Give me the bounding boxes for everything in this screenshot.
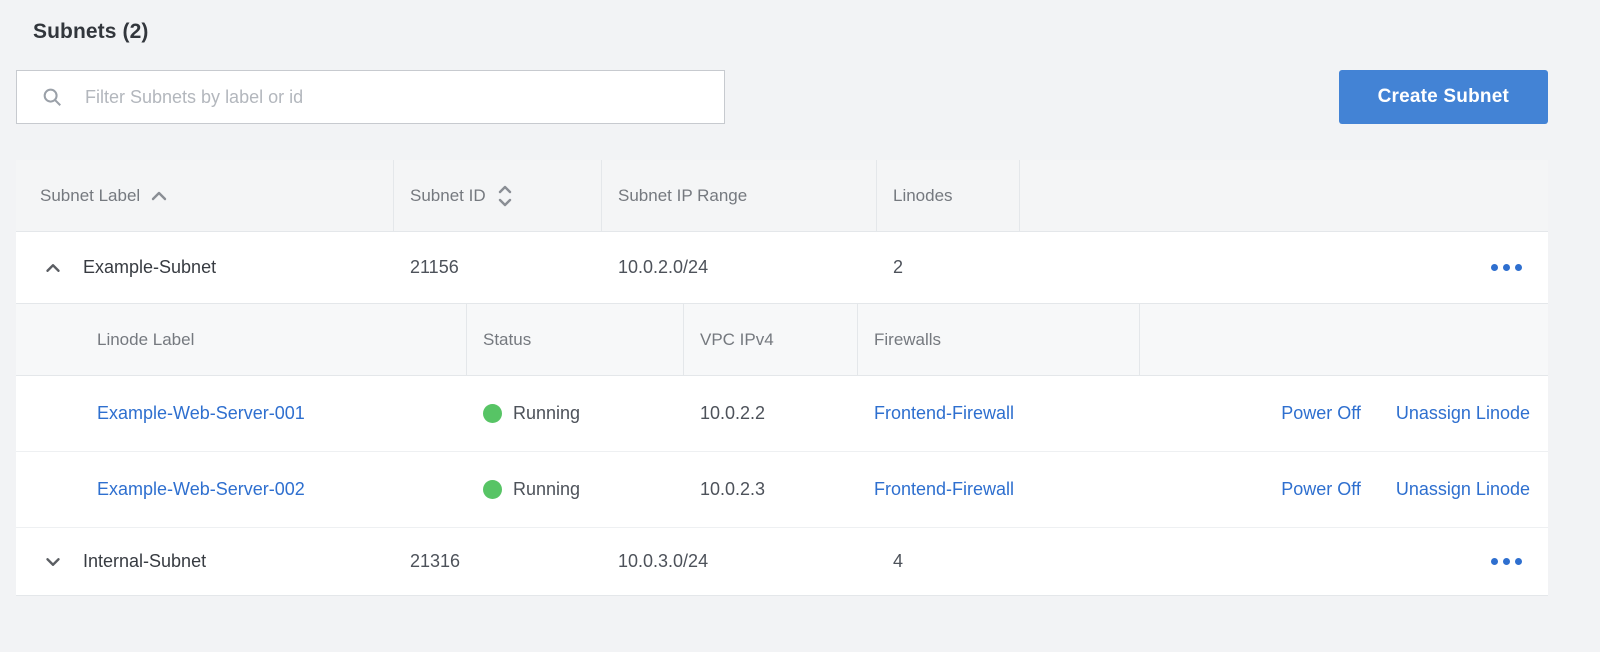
ellipsis-dot: [1491, 264, 1498, 271]
linode-label-cell: Example-Web-Server-002: [16, 479, 467, 500]
linode-status-cell: Running: [467, 403, 684, 424]
status-text: Running: [513, 403, 581, 423]
unassign-linode-link[interactable]: Unassign Linode: [1395, 403, 1530, 423]
column-header-subnet-label[interactable]: Subnet Label: [16, 160, 394, 231]
column-header-subnet-label-text: Subnet Label: [40, 185, 141, 205]
subnet-ip-range-cell: 10.0.2.0/24: [618, 257, 709, 277]
expand-row-button[interactable]: [40, 549, 66, 575]
column-header-subnet-ip-range: Subnet IP Range: [602, 160, 877, 231]
subnet-actions-cell: [1020, 260, 1548, 275]
subnet-id-cell: 21316: [410, 551, 461, 571]
collapse-row-button[interactable]: [40, 255, 66, 281]
subnet-filter-box: [16, 70, 725, 124]
column-header-linodes: Linodes: [877, 160, 1020, 231]
status-running-icon: [483, 404, 502, 423]
subnet-label-text: Example-Subnet: [83, 257, 217, 277]
subnet-label-cell: Example-Subnet: [16, 255, 394, 281]
toolbar: Create Subnet: [16, 70, 1548, 124]
subnet-ip-range-cell: 10.0.3.0/24: [618, 551, 709, 571]
subnet-id-cell: 21156: [410, 257, 459, 277]
firewall-link[interactable]: Frontend-Firewall: [874, 403, 1015, 423]
linode-label-link[interactable]: Example-Web-Server-001: [97, 403, 305, 423]
status-running-icon: [483, 480, 502, 499]
subnet-actions-menu-button[interactable]: [1491, 260, 1522, 275]
create-subnet-button[interactable]: Create Subnet: [1338, 70, 1548, 124]
sort-both-icon: [496, 183, 514, 209]
chevron-up-icon: [46, 263, 60, 272]
sort-ascending-icon: [150, 189, 168, 203]
column-header-firewalls-text: Firewalls: [874, 329, 942, 349]
column-header-linode-actions: [1140, 304, 1548, 375]
linode-status-cell: Running: [467, 479, 684, 500]
subnet-row-internal-subnet: Internal-Subnet 21316 10.0.3.0/24 4: [16, 528, 1548, 596]
column-header-firewalls: Firewalls: [858, 304, 1140, 375]
column-header-actions: [1020, 160, 1548, 231]
linode-row-example-web-server-002: Example-Web-Server-002 Running 10.0.2.3 …: [16, 452, 1548, 528]
ellipsis-dot: [1515, 558, 1522, 565]
subnet-label-cell: Internal-Subnet: [16, 549, 394, 575]
column-header-status-text: Status: [483, 329, 532, 349]
column-header-linode-label-text: Linode Label: [97, 329, 195, 349]
linode-firewalls-cell: Frontend-Firewall: [858, 403, 1140, 424]
ellipsis-dot: [1503, 264, 1510, 271]
status-text: Running: [513, 479, 581, 499]
unassign-linode-link[interactable]: Unassign Linode: [1395, 479, 1530, 499]
power-off-link[interactable]: Power Off: [1281, 479, 1361, 499]
linode-actions-cell: Power Off Unassign Linode: [1140, 479, 1548, 500]
column-header-subnet-id-text: Subnet ID: [410, 185, 486, 205]
subnet-actions-cell: [1020, 554, 1548, 569]
linode-firewalls-cell: Frontend-Firewall: [858, 479, 1140, 500]
page-title: Subnets (2): [33, 20, 149, 43]
linode-actions-cell: Power Off Unassign Linode: [1140, 403, 1548, 424]
subnet-filter-input[interactable]: [85, 71, 710, 123]
subnets-page: Subnets (2) Create Subnet Subnet Label: [16, 20, 1548, 596]
linode-vpc-ipv4-cell: 10.0.2.2: [700, 403, 766, 423]
column-header-vpc-ipv4-text: VPC IPv4: [700, 329, 774, 349]
subnet-label-text: Internal-Subnet: [83, 551, 207, 571]
subnet-linodes-count-cell: 4: [893, 551, 904, 571]
ellipsis-dot: [1515, 264, 1522, 271]
ellipsis-dot: [1491, 558, 1498, 565]
column-header-vpc-ipv4: VPC IPv4: [684, 304, 858, 375]
subnets-table: Subnet Label Subnet ID Subnet IP Rang: [16, 160, 1548, 596]
subnet-actions-menu-button[interactable]: [1491, 554, 1522, 569]
subnets-table-header: Subnet Label Subnet ID Subnet IP Rang: [16, 160, 1548, 232]
linode-table-header: Linode Label Status VPC IPv4 Firewalls: [16, 304, 1548, 376]
column-header-subnet-id[interactable]: Subnet ID: [394, 160, 602, 231]
firewall-link[interactable]: Frontend-Firewall: [874, 479, 1015, 499]
ellipsis-dot: [1503, 558, 1510, 565]
power-off-link[interactable]: Power Off: [1281, 403, 1361, 423]
column-header-subnet-ip-range-text: Subnet IP Range: [618, 185, 748, 205]
chevron-down-icon: [46, 557, 60, 566]
linode-label-cell: Example-Web-Server-001: [16, 403, 467, 424]
linode-label-link[interactable]: Example-Web-Server-002: [97, 479, 305, 499]
column-header-status: Status: [467, 304, 684, 375]
linode-row-example-web-server-001: Example-Web-Server-001 Running 10.0.2.2 …: [16, 376, 1548, 452]
subnet-row-example-subnet: Example-Subnet 21156 10.0.2.0/24 2: [16, 232, 1548, 304]
search-icon: [43, 88, 61, 106]
column-header-linode-label: Linode Label: [16, 304, 467, 375]
subnet-linodes-count-cell: 2: [893, 257, 904, 277]
linode-vpc-ipv4-cell: 10.0.2.3: [700, 479, 766, 499]
column-header-linodes-text: Linodes: [893, 185, 953, 205]
